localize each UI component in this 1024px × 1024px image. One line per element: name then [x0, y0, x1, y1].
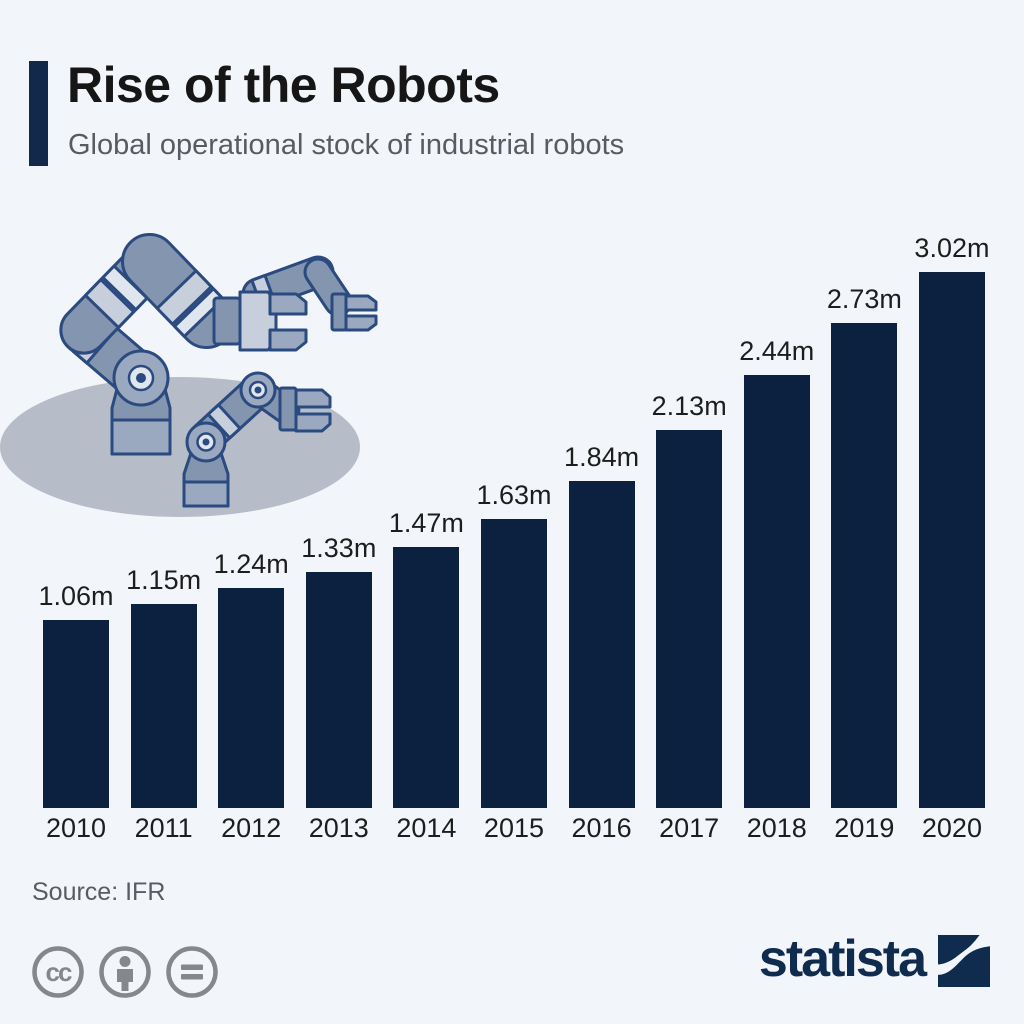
cc-icon: cc: [32, 946, 84, 998]
bar-value-label: 1.06m: [38, 581, 114, 611]
bar-2018: [743, 375, 810, 808]
page-title: Rise of the Robots: [67, 57, 500, 113]
bar-2013: [305, 572, 372, 808]
chart-column-2012: 1.24m: [214, 549, 289, 808]
x-tick-label: 2011: [134, 813, 193, 843]
bar-value-label: 1.33m: [301, 533, 377, 563]
bar-value-label: 1.47m: [388, 508, 464, 538]
bar-value-label: 2.44m: [739, 336, 815, 366]
bar-2014: [393, 547, 460, 808]
attribution-person-icon: [99, 946, 151, 998]
bar-2019: [831, 323, 898, 808]
chart-column-2010: 1.06m: [38, 581, 114, 808]
statista-logo: statista: [759, 933, 990, 989]
chart-column-2014: 1.47m: [389, 508, 464, 808]
x-tick-label: 2010: [45, 813, 107, 843]
x-tick-label: 2016: [571, 813, 632, 843]
chart-column-2013: 1.33m: [301, 533, 376, 808]
x-tick-label: 2012: [221, 813, 282, 843]
chart-column-2019: 2.73m: [827, 284, 902, 808]
license-icons: cc: [30, 944, 220, 1000]
bar-value-label: 1.84m: [564, 442, 640, 472]
bar-value-label: 1.15m: [126, 565, 202, 595]
no-derivatives-equals-icon: [166, 946, 218, 998]
statista-logo-mark-icon: [938, 935, 990, 987]
bar-2016: [568, 481, 635, 808]
bar-value-label: 1.24m: [213, 549, 289, 579]
bar-value-label: 1.63m: [476, 480, 552, 510]
x-tick-label: 2018: [746, 813, 807, 843]
statista-wordmark: statista: [758, 930, 927, 988]
x-tick-label: 2017: [659, 813, 720, 843]
bar-2011: [130, 604, 197, 808]
x-tick-label: 2013: [308, 813, 369, 843]
chart-column-2015: 1.63m: [476, 480, 552, 808]
x-axis-labels: 2010 2011 2012 2013 2014 2015 2016 2017 2018 2019…: [43, 813, 985, 844]
chart-column-2017: 2.13m: [652, 391, 727, 808]
page-subtitle: Global operational stock of industrial r…: [68, 129, 625, 161]
chart-column-2020: 3.02m: [914, 233, 989, 808]
source-text: Source: IFR: [32, 878, 166, 906]
bar-2017: [656, 430, 723, 808]
chart-column-2016: 1.84m: [564, 442, 639, 808]
x-tick-label: 2015: [483, 813, 544, 843]
bar-chart: 1.06m 1.15m 1.24m 1.33m 1.47m 1.63m 1.84m 2.13m…: [38, 232, 989, 808]
x-tick-label: 2020: [921, 813, 982, 843]
robot-arms-illustration: [0, 233, 378, 517]
title-accent-bar: [29, 61, 48, 166]
small-robot-arm: [182, 371, 332, 508]
x-tick-label: 2019: [834, 813, 895, 843]
x-tick-label: 2014: [396, 813, 457, 843]
big-robot-arm: [59, 233, 378, 456]
chart-column-2018: 2.44m: [739, 336, 814, 808]
bar-2012: [218, 588, 285, 808]
chart-column-2011: 1.15m: [126, 565, 201, 808]
bar-value-label: 3.02m: [914, 233, 990, 263]
bar-value-label: 2.13m: [651, 391, 727, 421]
svg-text:cc: cc: [46, 957, 72, 987]
bar-2015: [480, 519, 547, 808]
bar-value-label: 2.73m: [826, 284, 902, 314]
bar-2010: [43, 620, 109, 808]
bar-2020: [918, 272, 985, 808]
